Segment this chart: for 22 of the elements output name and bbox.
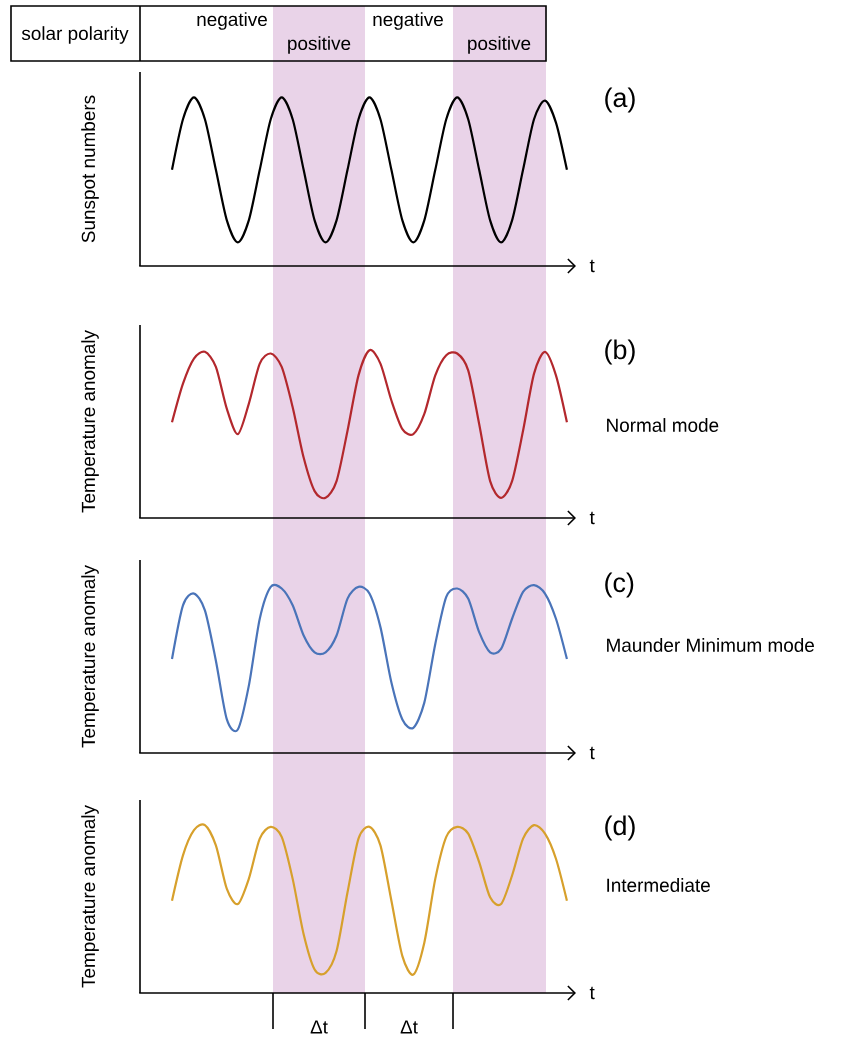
x-axis-title: t (589, 259, 595, 273)
x-axis-title: t (589, 746, 595, 760)
text: negative (197, 12, 267, 30)
y-axis-title: Temperature anomaly (81, 805, 99, 988)
text: Δt (310, 1020, 328, 1034)
text: (c) (605, 572, 634, 598)
text: Normal mode (607, 418, 719, 432)
text: (b) (605, 339, 635, 365)
text: (d) (605, 815, 635, 841)
y-axis-title: Sunspot numbers (81, 95, 99, 243)
text: solar polarity (21, 26, 129, 44)
text: (a) (605, 87, 635, 113)
x-axis-title: t (589, 511, 595, 525)
text: positive (288, 36, 351, 54)
x-axis-title: t (589, 986, 595, 1000)
text: positive (468, 36, 531, 54)
text: Intermediate (607, 878, 710, 892)
text: negative (373, 12, 443, 30)
text: Maunder Minimum mode (607, 638, 814, 652)
y-axis-title: Temperature anomaly (81, 565, 99, 748)
text: Δt (400, 1020, 418, 1034)
y-axis-title: Temperature anomaly (81, 330, 99, 513)
